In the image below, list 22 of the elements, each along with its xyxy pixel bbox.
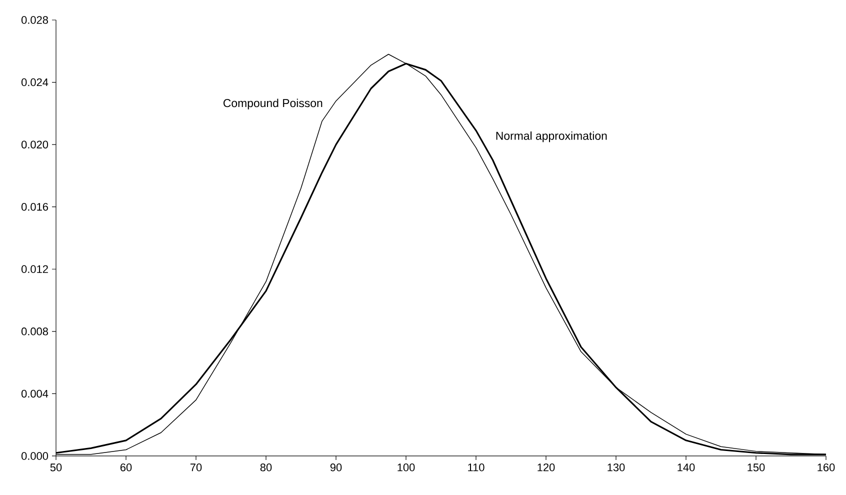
x-tick-label: 110 [468, 464, 484, 472]
x-tick-label: 120 [538, 464, 555, 472]
y-tick-label: 0.008 [21, 328, 48, 336]
y-tick-label: 0.012 [21, 265, 48, 274]
y-tick-label: 0.016 [21, 202, 48, 211]
series-label: Compound Poisson [224, 98, 322, 110]
y-tick-label: 0.024 [21, 78, 48, 86]
x-tick-label: 90 [330, 464, 342, 472]
x-tick-label: 60 [120, 464, 132, 472]
x-tick-label: 100 [398, 464, 415, 472]
series-label: Normal approximation [496, 131, 607, 142]
y-tick-label: 0.000 [21, 452, 48, 460]
x-tick-label: 70 [190, 464, 202, 472]
x-tick-label: 140 [678, 464, 695, 472]
y-tick-label: 0.020 [21, 140, 48, 148]
x-tick-label: 80 [260, 464, 272, 472]
y-tick-label: 0.028 [21, 16, 48, 24]
y-tick-label: 0.004 [21, 390, 48, 398]
x-tick-label: 150 [748, 464, 765, 472]
x-tick-label: 130 [608, 464, 625, 472]
x-tick-label: 50 [50, 464, 62, 472]
x-tick-label: 160 [818, 464, 835, 472]
